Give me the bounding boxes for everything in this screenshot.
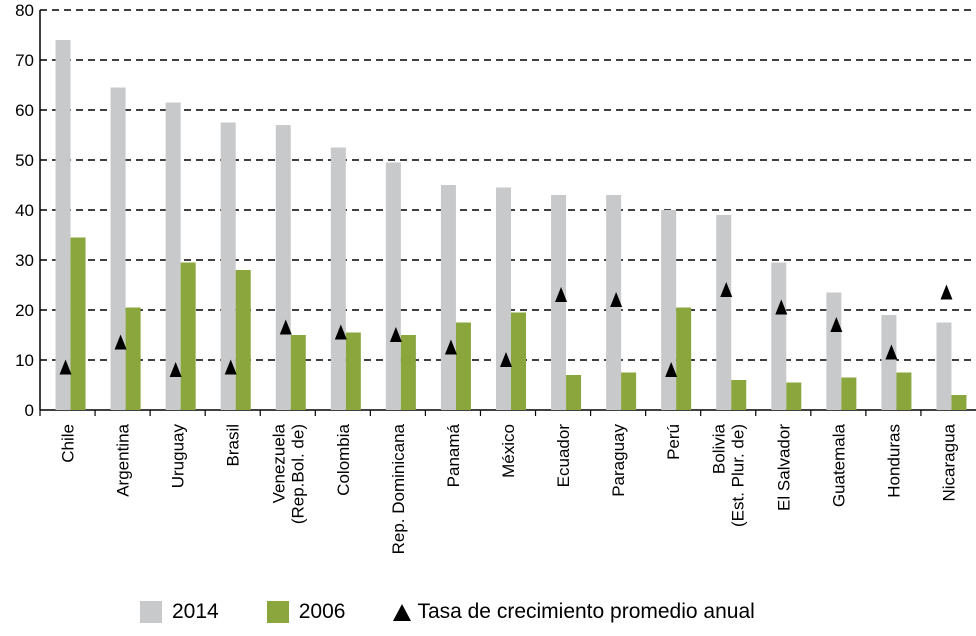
bar-2014 xyxy=(275,125,291,410)
y-tick-label: 70 xyxy=(15,51,34,70)
y-tick-label: 0 xyxy=(25,401,34,420)
bar-2006 xyxy=(511,312,526,410)
y-tick-label: 10 xyxy=(15,351,34,370)
y-tick-label: 80 xyxy=(15,1,34,20)
growth-marker xyxy=(169,362,182,377)
legend-swatch-2014 xyxy=(140,601,162,623)
bar-2014 xyxy=(551,195,567,410)
x-tick-label: Perú xyxy=(664,424,683,460)
legend-label-2006: 2006 xyxy=(298,600,346,623)
growth-marker xyxy=(610,292,623,307)
growth-marker xyxy=(224,359,237,375)
bar-2014 xyxy=(165,102,181,410)
bar-2014 xyxy=(440,185,456,410)
bar-2006 xyxy=(841,377,857,410)
bar-2006 xyxy=(621,372,637,410)
x-tick-label: Brasil xyxy=(224,424,243,467)
legend-item-growth: Tasa de crecimiento promedio anual xyxy=(393,600,755,624)
y-tick-label: 30 xyxy=(15,251,34,270)
bar-2006 xyxy=(786,382,802,410)
bar-2014 xyxy=(881,315,897,410)
growth-marker xyxy=(334,324,347,340)
x-tick-label: México xyxy=(499,424,518,478)
growth-marker xyxy=(775,299,788,315)
bar-2006 xyxy=(345,332,361,410)
x-tick-label: Paraguay xyxy=(609,424,628,497)
x-tick-label: Argentina xyxy=(114,423,133,496)
growth-marker xyxy=(279,319,292,335)
bar-2006 xyxy=(180,262,196,410)
growth-marker xyxy=(114,334,127,350)
x-tick-label: Bolivia(Est. Plur. de) xyxy=(710,423,748,527)
y-tick-label: 20 xyxy=(15,301,34,320)
growth-marker xyxy=(500,352,512,367)
bar-2014 xyxy=(771,262,787,410)
bar-2006 xyxy=(951,395,967,410)
bar-2006 xyxy=(455,322,471,410)
x-tick-label: Panamá xyxy=(444,423,463,487)
legend-swatch-2006 xyxy=(266,601,289,623)
bar-2014 xyxy=(826,292,842,410)
bar-2006 xyxy=(566,375,582,410)
bar-2014 xyxy=(110,87,126,410)
bar-2014 xyxy=(220,122,236,410)
bar-2014 xyxy=(936,322,952,410)
legend-label-growth: Tasa de crecimiento promedio anual xyxy=(417,600,755,623)
legend-label-2014: 2014 xyxy=(172,600,219,623)
bar-chart: 0 10 20 30 40 50 60 70 80 Chile Argentina Uruguay B… xyxy=(15,1,976,554)
bars xyxy=(55,40,967,410)
bar-2014 xyxy=(661,210,677,410)
bar-2006 xyxy=(676,307,692,410)
growth-marker xyxy=(720,282,733,297)
growth-marker xyxy=(885,344,898,360)
bar-2006 xyxy=(125,307,141,410)
bar-2006 xyxy=(896,372,912,410)
bar-2014 xyxy=(55,40,71,410)
legend-item-2006: 2006 xyxy=(266,600,346,624)
y-tick-label: 40 xyxy=(15,201,34,220)
x-tick-label: Chile xyxy=(59,424,78,463)
growth-marker xyxy=(555,287,568,302)
bar-2006 xyxy=(70,237,86,410)
x-tick-label: El Salvador xyxy=(774,424,793,511)
growth-marker xyxy=(389,327,402,342)
y-tick-label: 50 xyxy=(15,151,34,170)
bar-2006 xyxy=(731,380,747,410)
bar-2014 xyxy=(496,187,511,410)
legend: 2014 2006 Tasa de crecimiento promedio a… xyxy=(140,600,803,624)
bar-2014 xyxy=(385,162,401,410)
y-tick-label: 60 xyxy=(15,101,34,120)
bar-2006 xyxy=(400,335,416,410)
growth-marker xyxy=(665,362,678,377)
x-tick-label: Honduras xyxy=(884,424,903,498)
x-tick-label: Uruguay xyxy=(169,424,188,489)
x-tick-label: Nicaragua xyxy=(939,423,958,501)
growth-markers xyxy=(59,282,953,377)
x-tick-label: Colombia xyxy=(334,423,353,495)
bar-2014 xyxy=(330,147,346,410)
growth-marker xyxy=(940,284,953,300)
bar-2014 xyxy=(716,215,732,410)
bar-2006 xyxy=(290,335,306,410)
legend-item-2014: 2014 xyxy=(140,600,219,624)
triangle-icon xyxy=(393,603,412,621)
growth-marker xyxy=(830,317,843,332)
bar-2006 xyxy=(235,270,251,410)
x-tick-label: Ecuador xyxy=(554,424,573,488)
x-axis: Chile Argentina Uruguay Brasil Venezuela(Rep… xyxy=(39,410,958,554)
growth-marker xyxy=(444,339,457,355)
x-tick-label: Venezuela(Rep.Bol. de) xyxy=(269,423,307,524)
growth-marker xyxy=(59,359,72,375)
x-tick-label: Rep. Dominicana xyxy=(389,423,408,554)
x-tick-label: Guatemala xyxy=(829,423,848,507)
